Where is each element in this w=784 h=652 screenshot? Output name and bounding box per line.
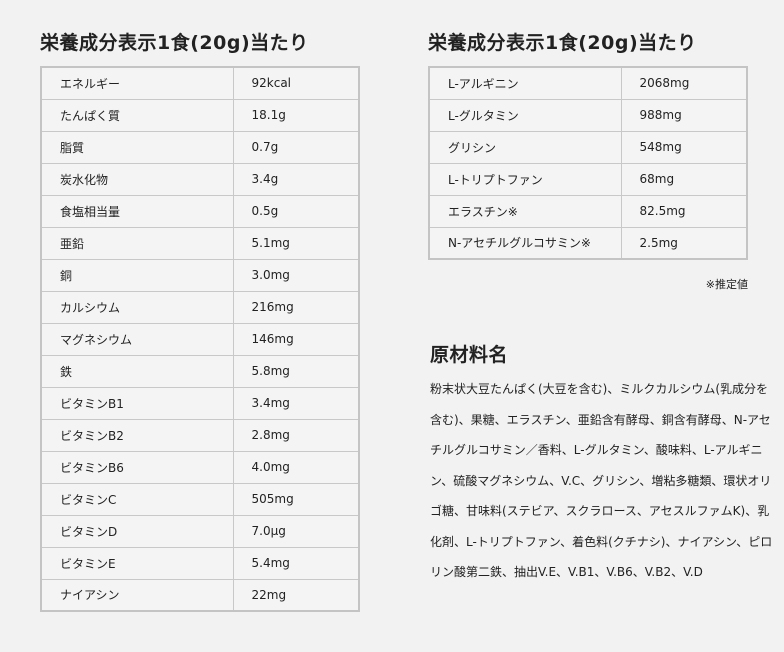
nutrient-value: 18.1g <box>232 98 360 132</box>
ingredients-text: 粉末状大豆たんぱく(大豆を含む)、ミルクカルシウム(乳成分を含む)、果糖、エラス… <box>430 382 773 579</box>
ingredients-title: 原材料名 <box>430 344 509 366</box>
table-row: エネルギー 92kcal <box>40 66 360 100</box>
table-row: 鉄 5.8mg <box>40 354 360 388</box>
nutrient-name: ビタミンB2 <box>40 418 234 452</box>
nutrient-value: 3.4g <box>232 162 360 196</box>
nutrient-name: 鉄 <box>40 354 234 388</box>
nutrient-value: 68mg <box>620 162 748 196</box>
nutrient-name: カルシウム <box>40 290 234 324</box>
estimate-note: ※推定値 <box>705 278 748 291</box>
table-row: ナイアシン 22mg <box>40 578 360 612</box>
table-row: たんぱく質 18.1g <box>40 98 360 132</box>
table-row: ビタミンB6 4.0mg <box>40 450 360 484</box>
nutrient-name: 銅 <box>40 258 234 292</box>
table-row: カルシウム 216mg <box>40 290 360 324</box>
nutrient-value: 0.5g <box>232 194 360 228</box>
table-row: L-グルタミン 988mg <box>428 98 748 132</box>
nutrient-value: 7.0μg <box>232 514 360 548</box>
nutrient-name: マグネシウム <box>40 322 234 356</box>
nutrient-name: 炭水化物 <box>40 162 234 196</box>
table-row: 炭水化物 3.4g <box>40 162 360 196</box>
nutrient-value: 5.8mg <box>232 354 360 388</box>
table-row: ビタミンB1 3.4mg <box>40 386 360 420</box>
table-row: ビタミンC 505mg <box>40 482 360 516</box>
amino-acid-table: L-アルギニン 2068mg L-グルタミン 988mg グリシン 548mg L-トリプト… <box>428 66 748 260</box>
table-row: ビタミンE 5.4mg <box>40 546 360 580</box>
nutrient-value: 0.7g <box>232 130 360 164</box>
nutrient-value: 92kcal <box>232 66 360 100</box>
nutrient-name: L-トリプトファン <box>428 162 622 196</box>
nutrient-value: 505mg <box>232 482 360 516</box>
nutrient-name: エネルギー <box>40 66 234 100</box>
nutrient-name: ビタミンE <box>40 546 234 580</box>
table-row: L-トリプトファン 68mg <box>428 162 748 196</box>
table-row: 食塩相当量 0.5g <box>40 194 360 228</box>
nutrient-value: 216mg <box>232 290 360 324</box>
nutrient-name: ビタミンB1 <box>40 386 234 420</box>
nutrition-table: エネルギー 92kcal たんぱく質 18.1g 脂質 0.7g 炭水化物 3.4g 食塩相当量… <box>40 66 360 612</box>
nutrient-name: ナイアシン <box>40 578 234 612</box>
nutrient-name: L-グルタミン <box>428 98 622 132</box>
nutrient-value: 3.4mg <box>232 386 360 420</box>
nutrient-name: ビタミンC <box>40 482 234 516</box>
nutrient-name: エラスチン※ <box>428 194 622 228</box>
nutrient-name: 食塩相当量 <box>40 194 234 228</box>
table-row: 亜鉛 5.1mg <box>40 226 360 260</box>
nutrient-value: 22mg <box>232 578 360 612</box>
nutrient-value: 2.5mg <box>620 226 748 260</box>
nutrient-value: 2.8mg <box>232 418 360 452</box>
nutrient-name: 脂質 <box>40 130 234 164</box>
nutrient-value: 82.5mg <box>620 194 748 228</box>
nutrient-name: N-アセチルグルコサミン※ <box>428 226 622 260</box>
table-row: マグネシウム 146mg <box>40 322 360 356</box>
right-table-title: 栄養成分表示1食(20g)当たり <box>428 32 697 54</box>
nutrient-value: 2068mg <box>620 66 748 100</box>
nutrient-value: 988mg <box>620 98 748 132</box>
table-row: L-アルギニン 2068mg <box>428 66 748 100</box>
nutrient-name: ビタミンD <box>40 514 234 548</box>
nutrient-value: 5.1mg <box>232 226 360 260</box>
nutrient-name: L-アルギニン <box>428 66 622 100</box>
nutrient-name: 亜鉛 <box>40 226 234 260</box>
table-row: ビタミンB2 2.8mg <box>40 418 360 452</box>
table-row: 脂質 0.7g <box>40 130 360 164</box>
nutrient-value: 5.4mg <box>232 546 360 580</box>
nutrient-value: 3.0mg <box>232 258 360 292</box>
nutrient-name: たんぱく質 <box>40 98 234 132</box>
nutrient-name: グリシン <box>428 130 622 164</box>
table-row: ビタミンD 7.0μg <box>40 514 360 548</box>
table-row: N-アセチルグルコサミン※ 2.5mg <box>428 226 748 260</box>
nutrient-value: 548mg <box>620 130 748 164</box>
nutrient-value: 4.0mg <box>232 450 360 484</box>
table-row: 銅 3.0mg <box>40 258 360 292</box>
left-table-title: 栄養成分表示1食(20g)当たり <box>40 32 309 54</box>
table-row: グリシン 548mg <box>428 130 748 164</box>
table-row: エラスチン※ 82.5mg <box>428 194 748 228</box>
nutrient-name: ビタミンB6 <box>40 450 234 484</box>
nutrient-value: 146mg <box>232 322 360 356</box>
